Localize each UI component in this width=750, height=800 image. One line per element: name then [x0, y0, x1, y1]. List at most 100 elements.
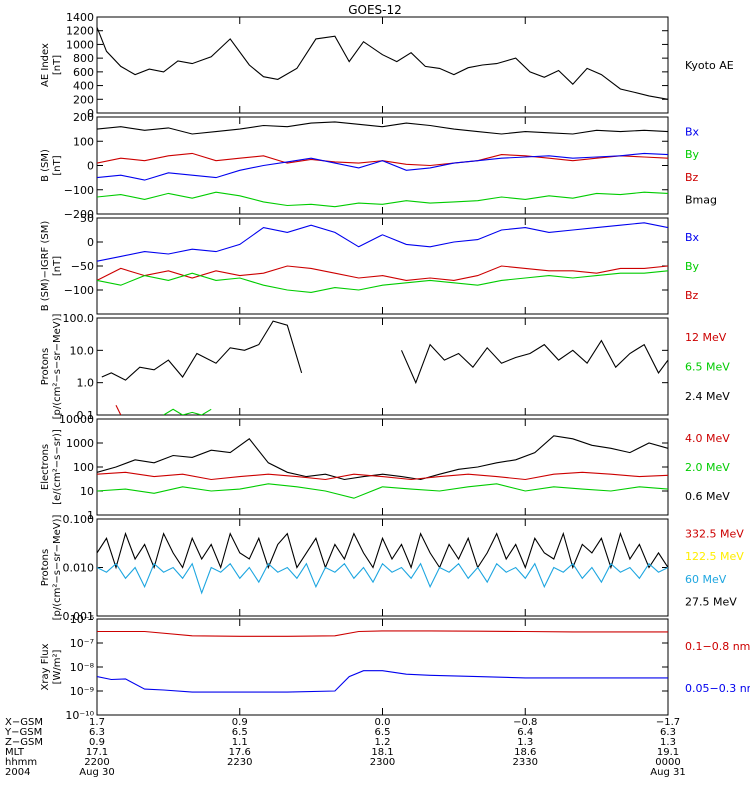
x-axis-value: 6.3 — [89, 727, 105, 738]
x-axis-value: 6.4 — [517, 727, 533, 738]
legend-entry: 27.5 MeV — [685, 595, 737, 608]
y-axis-unit: [nT] — [52, 155, 63, 175]
series-line — [97, 191, 668, 208]
y-tick-label: −200 — [64, 208, 94, 221]
y-axis-label: Xray Flux — [40, 643, 51, 690]
series-line — [97, 435, 668, 481]
y-tick-label: −100 — [64, 284, 94, 297]
y-tick-label: 0 — [87, 160, 94, 173]
legend-entry: 60 MeV — [685, 573, 727, 586]
y-axis-unit: [nT] — [52, 256, 63, 276]
series-group — [97, 435, 668, 499]
series-line — [97, 222, 668, 262]
legend-entry: Bmag — [685, 193, 717, 206]
y-tick-label: 0.100 — [63, 513, 95, 526]
legend-entry: Bx — [685, 231, 700, 244]
x-axis-value: 17.6 — [229, 747, 251, 758]
y-tick-label: 0.010 — [63, 562, 95, 575]
x-axis-value: 0.9 — [89, 737, 105, 748]
panel-7: 10⁻¹⁰ 10⁻⁹ 10⁻⁸ 10⁻⁷ 10⁻⁶ Xray Flux [W/m²] 0.1−… — [40, 613, 750, 722]
series-group — [101, 320, 668, 415]
y-axis-label: Protons — [40, 549, 51, 586]
y-tick-label: 1200 — [66, 25, 94, 38]
series-group — [97, 531, 668, 595]
legend-entry: 0.05−0.3 nm — [685, 682, 750, 695]
x-axis-value: Aug 31 — [650, 767, 685, 778]
y-tick-label: 10 — [80, 485, 94, 498]
panel-frame — [96, 317, 669, 416]
y-tick-label: 10000 — [59, 413, 94, 426]
series-group — [97, 27, 668, 100]
y-axis-label: AE Index — [40, 43, 51, 87]
series-group — [97, 121, 668, 208]
series-line — [97, 670, 668, 693]
y-tick-label: −50 — [71, 260, 94, 273]
legend-entry: Bz — [685, 289, 699, 302]
x-axis-value: 2300 — [370, 757, 395, 768]
x-axis-value: −1.7 — [656, 717, 680, 728]
y-tick-label: 10⁻⁸ — [70, 661, 95, 674]
y-axis-label: Protons — [40, 348, 51, 385]
x-axis-value: 1.3 — [660, 737, 676, 748]
y-tick-label: 100 — [73, 135, 94, 148]
legend-entry: 2.0 MeV — [685, 461, 730, 474]
legend-entry: 2.4 MeV — [685, 390, 730, 403]
x-axis-value: 1.1 — [232, 737, 248, 748]
x-axis-row-label: MLT — [5, 747, 25, 758]
panel-frame — [96, 16, 669, 114]
x-axis-value: 1.2 — [375, 737, 391, 748]
y-tick-label: −100 — [64, 184, 94, 197]
x-axis-value: 2200 — [84, 757, 109, 768]
y-tick-label: 100.0 — [63, 312, 95, 325]
y-tick-label: 10⁻⁶ — [70, 613, 95, 626]
y-tick-label: 1.0 — [77, 377, 95, 390]
y-tick-label: 1 — [87, 509, 94, 522]
panel-frame — [96, 618, 669, 716]
series-line — [97, 121, 668, 135]
y-axis-label: Electrons — [40, 444, 51, 490]
panel-frame — [96, 418, 669, 516]
x-axis-value: Aug 30 — [79, 767, 114, 778]
x-axis-value: 2230 — [227, 757, 252, 768]
legend-entry: 332.5 MeV — [685, 528, 744, 541]
x-axis-value: 0.9 — [232, 717, 248, 728]
x-axis-value: 18.1 — [371, 747, 393, 758]
legend-entry: 0.1−0.8 nm — [685, 640, 750, 653]
panel-3: −100 −50 0 50 B (SM)−IGRF (SM) [nT] Bx By Bz — [40, 212, 700, 315]
y-tick-label: 0.001 — [63, 610, 95, 623]
legend-entry: Bz — [685, 171, 699, 184]
y-axis-label: B (SM) — [40, 149, 51, 182]
y-axis-label: B (SM)−IGRF (SM) — [40, 221, 51, 312]
y-tick-label: 10⁻¹⁰ — [65, 709, 94, 722]
x-axis-table: X−GSM 1.7 0.9 0.0 −0.8 −1.7 Y−GSM 6.3 6.5 6.5 6.4 6… — [4, 717, 686, 778]
y-tick-label: 50 — [80, 212, 94, 225]
legend-entry: 4.0 MeV — [685, 432, 730, 445]
series-line — [97, 27, 668, 100]
x-axis-value: 6.5 — [232, 727, 248, 738]
y-tick-label: 10⁻⁹ — [70, 685, 94, 698]
series-line — [97, 483, 668, 499]
panel-4: 0.1 1.0 10.0 100.0 Protons [p/(cm²−s−sr−MeV)]… — [40, 312, 730, 422]
y-axis-unit: [nT] — [52, 55, 63, 75]
x-axis-row-label: Y−GSM — [4, 727, 42, 738]
x-axis-value: 1.3 — [517, 737, 533, 748]
x-axis-value: 0.0 — [375, 717, 391, 728]
series-line — [115, 405, 122, 415]
x-axis-value: −0.8 — [513, 717, 537, 728]
series-line — [97, 562, 668, 595]
panel-5: 1 10 100 1000 10000 Electrons [e/(cm²−s−sr)] 4.… — [40, 413, 730, 522]
x-axis-value: 18.6 — [514, 747, 536, 758]
y-tick-label: 200 — [73, 111, 94, 124]
x-axis-row-label: Z−GSM — [5, 737, 43, 748]
y-axis-unit: [p/(cm²−s−sr−MeV)] — [52, 514, 63, 620]
y-tick-label: 100 — [73, 461, 94, 474]
y-tick-label: 0 — [87, 236, 94, 249]
series-line — [97, 152, 668, 181]
x-axis-value: 6.3 — [660, 727, 676, 738]
y-tick-label: 10.0 — [70, 344, 95, 357]
legend-entry: 6.5 MeV — [685, 361, 730, 374]
series-line — [400, 339, 668, 385]
y-axis-unit: [e/(cm²−s−sr)] — [52, 429, 63, 505]
